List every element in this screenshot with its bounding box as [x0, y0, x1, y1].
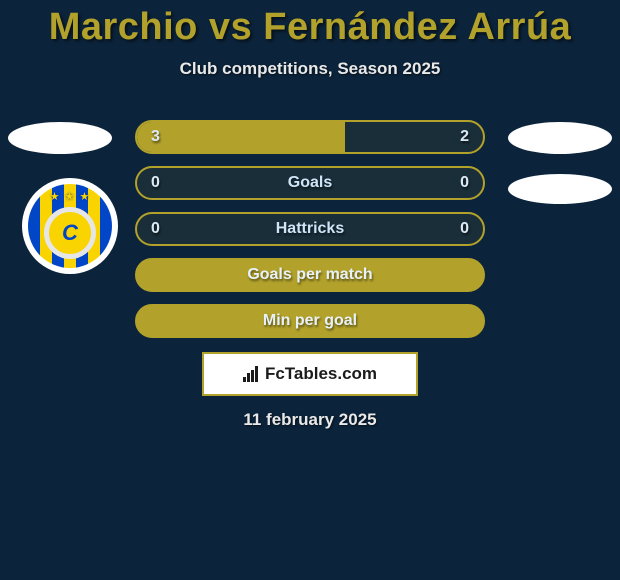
- stats-container: 3Matches2 0 Goals 0 0 Hattricks 0 Goals per mat…: [135, 120, 485, 350]
- stat-row-matches: 3Matches2: [135, 120, 485, 154]
- crest-stars-icon: ★ ★ ★: [50, 190, 91, 203]
- stat-left-value: 3: [151, 128, 160, 146]
- crest-letter: C: [44, 207, 96, 259]
- stat-label: Goals: [288, 174, 332, 192]
- stat-left-value: 0: [151, 220, 160, 238]
- stat-row-goals-per-match: Goals per match: [135, 258, 485, 292]
- brand-label: FcTables.com: [265, 364, 377, 384]
- player-photo-left: [8, 122, 112, 154]
- stat-label: Goals per match: [247, 266, 372, 284]
- stat-row-min-per-goal: Min per goal: [135, 304, 485, 338]
- club-crest-right: [508, 174, 612, 204]
- page-title: Marchio vs Fernández Arrúa: [0, 0, 620, 49]
- stat-label: Min per goal: [263, 312, 357, 330]
- club-crest-left: ★ ★ ★ C: [22, 178, 118, 274]
- stat-right-value: 2: [460, 128, 469, 146]
- footer-date: 11 february 2025: [0, 410, 620, 430]
- bar-chart-icon: [243, 366, 261, 382]
- stat-left-value: 0: [151, 174, 160, 192]
- stat-right-value: 0: [460, 220, 469, 238]
- stat-right-value: 0: [460, 174, 469, 192]
- stat-row-goals: 0 Goals 0: [135, 166, 485, 200]
- player-photo-right: [508, 122, 612, 154]
- stat-row-hattricks: 0 Hattricks 0: [135, 212, 485, 246]
- stat-label: Hattricks: [276, 220, 344, 238]
- brand-box[interactable]: FcTables.com: [202, 352, 418, 396]
- season-subtitle: Club competitions, Season 2025: [0, 59, 620, 79]
